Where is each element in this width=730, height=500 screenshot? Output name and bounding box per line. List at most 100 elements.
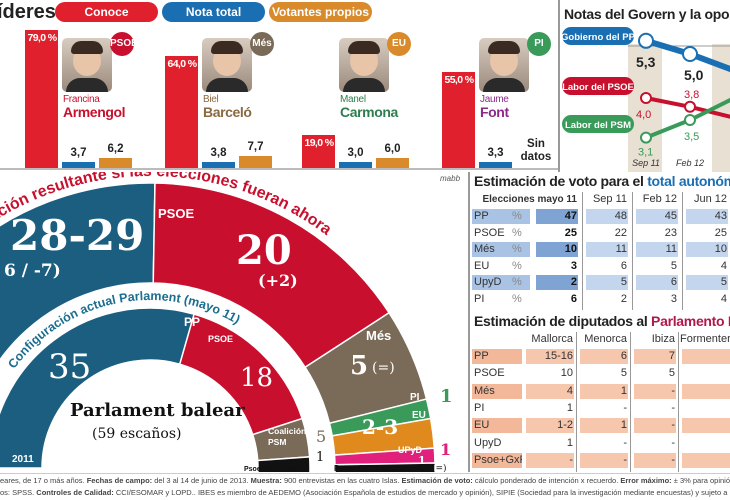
seat-value: - — [671, 436, 675, 449]
seat-value: 4 — [566, 384, 573, 397]
bar-propios-label: 7,7 — [247, 141, 264, 153]
party-badge: PSOE — [110, 32, 138, 56]
credit: mabb — [440, 174, 461, 183]
leader-last-name: Armengol — [63, 104, 126, 120]
seat-value: - — [623, 401, 627, 414]
column-divider — [632, 192, 633, 310]
shoulders-icon — [206, 78, 248, 92]
seat-table-title-a: Estimación de diputados al — [474, 313, 652, 329]
data-point — [640, 131, 652, 144]
vote-value: 22 — [614, 226, 627, 239]
seat-value: 1 — [620, 384, 627, 397]
data-label: 5,0 — [684, 67, 704, 83]
seat-value: 5 — [668, 367, 675, 380]
fn-text: ± 3% para opinión ±1 diputado para vot — [673, 476, 730, 485]
seat-value — [680, 418, 730, 433]
leader-first-name: Biel — [203, 94, 219, 105]
bar-conoce: 19,0 % — [302, 135, 335, 168]
leader-photo — [479, 38, 529, 92]
pp-projected-change: 6 / -7) — [4, 261, 61, 281]
fn-text: CCI/ESOMAR y LOPD.. IBES es miembro de A… — [115, 488, 730, 497]
cell-shade — [634, 349, 676, 364]
pp-projected-seats: 28-29 — [10, 211, 144, 260]
bar-propios — [99, 158, 132, 168]
cell-shade — [536, 275, 578, 290]
seat-value: 5 — [620, 367, 627, 380]
seat-value: - — [569, 453, 573, 466]
footnote: eares, de 17 o más años. Fechas de campo… — [0, 473, 730, 500]
unit: % — [512, 259, 522, 272]
cell-shade — [634, 383, 676, 399]
notas-title: Notas del Govern y la oposició — [564, 6, 730, 22]
column-bg — [712, 44, 730, 172]
pi-projected-label: PI — [410, 392, 420, 403]
legend-conoce: Conoce — [55, 2, 158, 22]
bar-nota — [62, 162, 95, 168]
gxf-projected-seats: 1 — [418, 454, 426, 467]
vote-table-row: PI% 6 2 3 4 — [472, 292, 730, 307]
data-point — [682, 46, 698, 62]
psoe-projected-seats: 20 — [236, 227, 292, 274]
leader-photo — [202, 38, 252, 92]
party-name: PP — [474, 210, 489, 222]
seat-value: - — [671, 419, 675, 432]
cell-shade — [526, 349, 574, 364]
seat-value: 7 — [668, 350, 675, 362]
leader-last-name: Font — [480, 104, 509, 120]
column-divider — [678, 332, 679, 472]
party-badge: PI — [527, 32, 551, 56]
seat-value: - — [623, 436, 627, 449]
cell-shade — [536, 242, 578, 257]
legend-pill — [562, 27, 634, 45]
psoe-projected-label: PSOE — [158, 206, 194, 221]
seat-table-title-b: Parlamento Balea — [651, 313, 730, 329]
mes-projected-seats: 5 — [350, 351, 368, 381]
mes-projected-change: (=) — [372, 360, 395, 376]
party-name: PSOE — [474, 367, 505, 380]
cell-shade — [686, 275, 728, 290]
vote-table-row: PSOE% 25 22 23 25 — [472, 226, 730, 241]
legend-label: Labor del PSOE — [562, 82, 634, 93]
psm-current-seats: 5 — [316, 427, 326, 446]
column-header: Menorca — [584, 333, 627, 345]
shoulders-icon — [343, 78, 385, 92]
vote-value: 10 — [564, 243, 577, 255]
seat-table-row: PSOE 10 5 5 — [472, 366, 730, 381]
seat-value: 6 — [620, 350, 627, 362]
vote-table-row: EU% 3 6 5 4 — [472, 259, 730, 274]
vote-value: 5 — [620, 276, 627, 288]
column-header: Sep 11 — [592, 193, 627, 205]
vote-value: 5 — [720, 276, 727, 288]
psm-current-label-2: PSM — [268, 437, 286, 447]
party-badge: EU — [387, 32, 411, 56]
vote-value: 6 — [570, 292, 577, 305]
bar-conoce: 79,0 % — [25, 30, 58, 168]
row-shade — [472, 275, 530, 290]
bar-nota — [479, 162, 512, 168]
seat-arc-projected — [0, 182, 156, 362]
data-point — [684, 114, 696, 126]
column-divider — [582, 192, 583, 310]
cell-shade — [686, 209, 728, 224]
fn-text: del 3 al 14 de junio de 2013. — [152, 476, 251, 485]
seat-table-row: UpyD 1 - - — [472, 436, 730, 451]
upyd-projected-seats: 1 — [440, 440, 451, 459]
row-shade — [472, 209, 530, 224]
bar-nota-label: 3,8 — [210, 147, 227, 159]
party-name: PSOE — [474, 226, 505, 239]
unit: % — [512, 276, 522, 288]
bar-propios-label: 6,0 — [384, 143, 401, 155]
seat-value: 1 — [566, 436, 573, 449]
vote-value: 47 — [564, 210, 577, 222]
leaders-chart: 79,0 % 3,7 6,2 PSOE Francina Armengol 64,0 % 3,… — [0, 0, 558, 170]
seat-table-row: PI 1 - - — [472, 401, 730, 416]
seat-value — [680, 436, 730, 451]
cell-shade — [682, 349, 730, 364]
bar-propios-label: 6,2 — [107, 143, 124, 155]
x-tick-label: Feb 12 — [676, 158, 704, 168]
leaders-baseline — [0, 168, 558, 170]
seat-value — [680, 349, 730, 364]
cell-shade — [526, 418, 574, 434]
seat-value: 1 — [566, 401, 573, 414]
vote-value: 48 — [614, 210, 627, 222]
